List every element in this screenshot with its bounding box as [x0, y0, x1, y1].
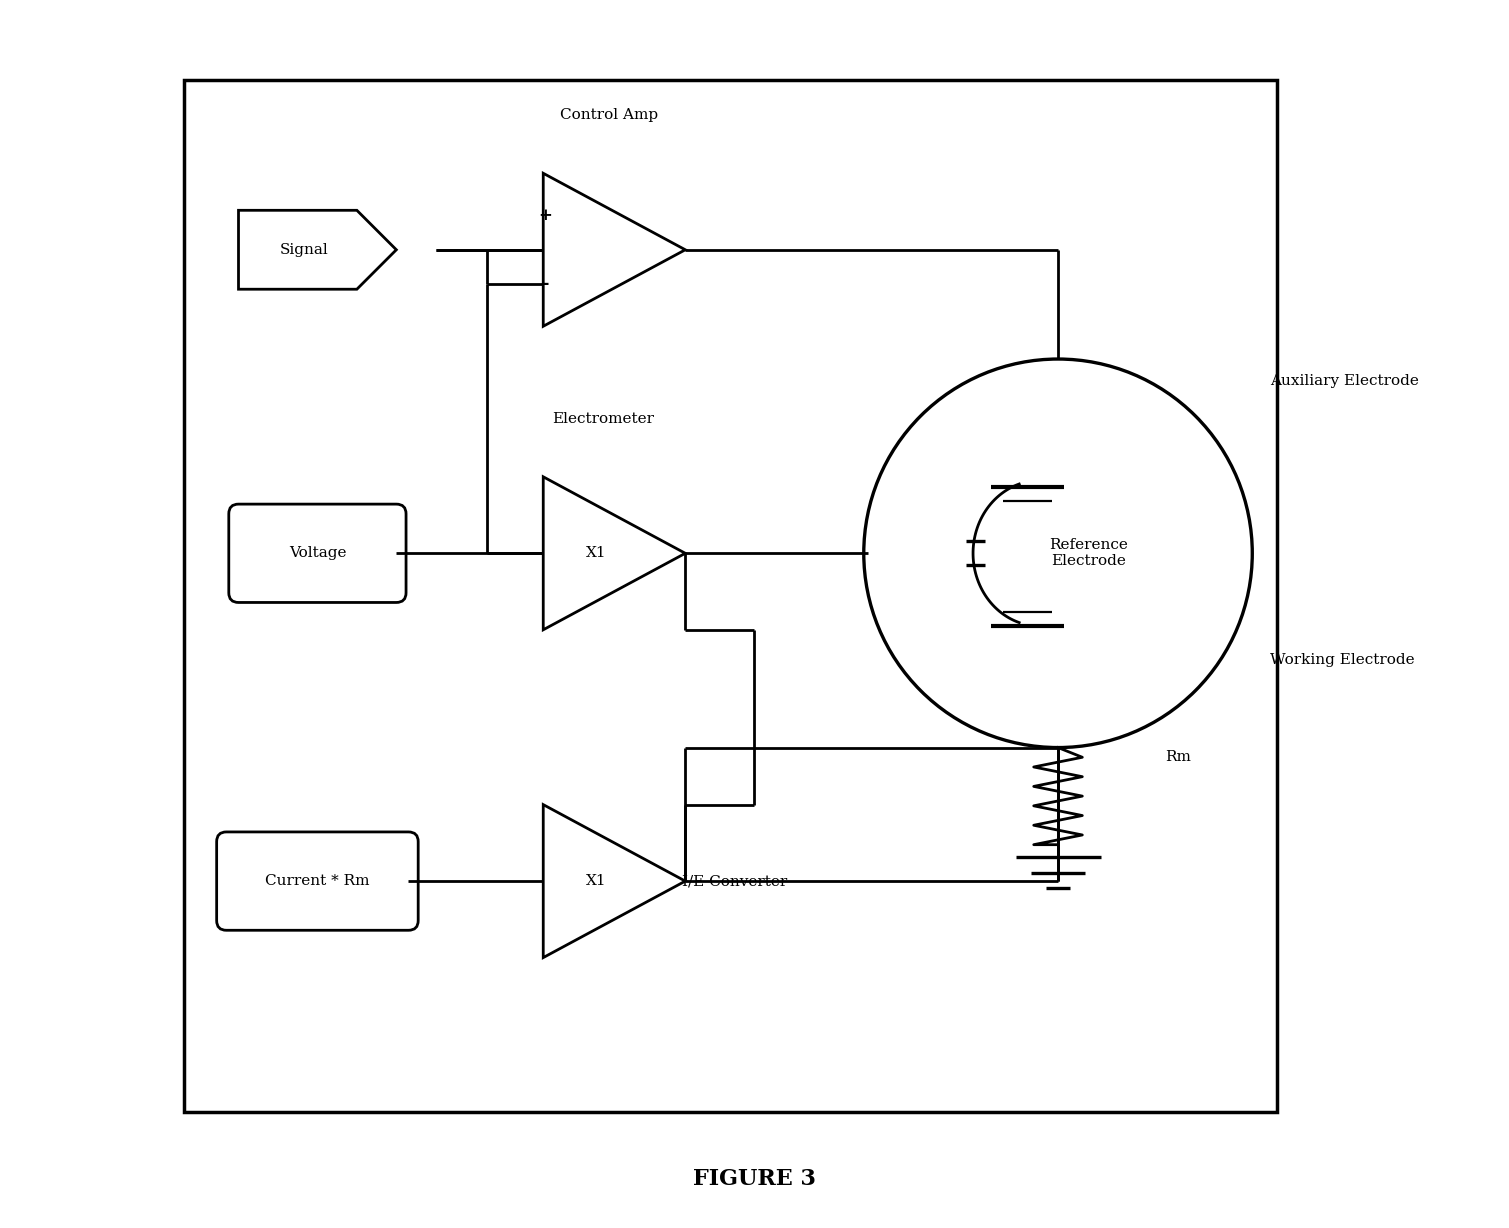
Text: Rm: Rm: [1165, 750, 1191, 764]
Polygon shape: [543, 476, 685, 630]
Text: Control Amp: Control Amp: [560, 108, 658, 123]
Text: -: -: [542, 275, 549, 292]
Text: Electrometer: Electrometer: [552, 411, 653, 426]
Text: Signal: Signal: [279, 243, 329, 257]
FancyBboxPatch shape: [217, 831, 418, 931]
Text: Reference
Electrode: Reference Electrode: [1049, 538, 1127, 569]
Text: X1: X1: [587, 546, 607, 560]
Text: Auxiliary Electrode: Auxiliary Electrode: [1271, 373, 1420, 388]
Text: +: +: [539, 208, 552, 225]
Text: X1: X1: [587, 874, 607, 888]
Text: I/E Converter: I/E Converter: [682, 874, 786, 888]
FancyBboxPatch shape: [184, 80, 1277, 1111]
Text: Voltage: Voltage: [288, 546, 346, 560]
Text: Current * Rm: Current * Rm: [266, 874, 370, 888]
Polygon shape: [543, 804, 685, 958]
Polygon shape: [238, 210, 397, 290]
Text: FIGURE 3: FIGURE 3: [693, 1168, 816, 1190]
FancyBboxPatch shape: [229, 505, 406, 603]
Text: Working Electrode: Working Electrode: [1271, 653, 1415, 667]
Polygon shape: [543, 173, 685, 327]
Circle shape: [863, 359, 1252, 748]
